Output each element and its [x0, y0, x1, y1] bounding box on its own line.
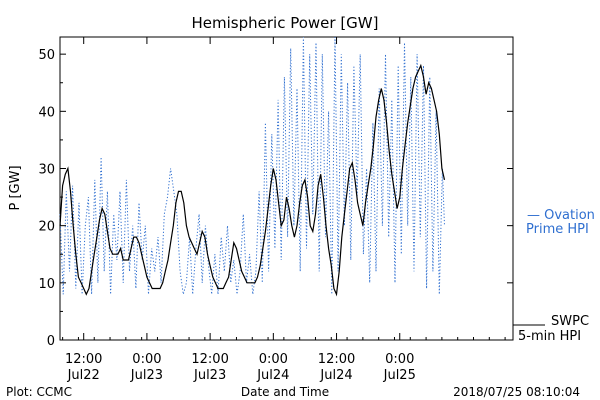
- y-axis-label: P [GW]: [8, 165, 23, 210]
- x-tick-date: Jul24: [319, 368, 352, 383]
- y-tick-label: 50: [38, 48, 55, 63]
- x-tick-time: 0:00: [259, 352, 288, 367]
- x-tick-time: 12:00: [191, 352, 228, 367]
- legend-swpc-line2: 5-min HPI: [518, 329, 581, 344]
- plot-frame: [59, 36, 514, 341]
- x-tick-time: 12:00: [65, 352, 102, 367]
- x-axis-label: Date and Time: [241, 385, 329, 399]
- x-axis: 12:00Jul220:00Jul2312:00Jul230:00Jul2412…: [62, 37, 506, 383]
- y-axis: 0 10 20 30 40 50: [38, 48, 513, 349]
- footer-timestamp: 2018/07/25 08:10:04: [453, 385, 580, 399]
- legend-ovation-line1: — Ovation: [527, 208, 595, 223]
- x-tick-date: Jul23: [130, 368, 163, 383]
- legend: — Ovation Prime HPI SWPC 5-min HPI: [513, 208, 595, 344]
- y-tick-label: 30: [38, 162, 55, 177]
- x-tick-time: 12:00: [318, 352, 355, 367]
- series-swpc-line: [59, 63, 446, 297]
- y-tick-label: 40: [38, 105, 55, 120]
- legend-ovation-line2: Prime HPI: [526, 222, 589, 237]
- x-tick-date: Jul23: [193, 368, 226, 383]
- x-tick-date: Jul22: [67, 368, 100, 383]
- series-layer: [59, 36, 446, 297]
- x-tick-date: Jul25: [383, 368, 416, 383]
- x-tick-time: 0:00: [385, 352, 414, 367]
- footer-credit: Plot: CCMC: [6, 385, 72, 399]
- legend-swpc-line1: SWPC: [551, 314, 589, 329]
- x-tick-time: 0:00: [132, 352, 161, 367]
- y-tick-label: 20: [38, 220, 55, 235]
- y-tick-label: 10: [38, 277, 55, 292]
- chart-title: Hemispheric Power [GW]: [192, 14, 379, 32]
- series-ovation-prime-line: [59, 36, 445, 295]
- y-tick-label: 0: [47, 334, 55, 349]
- x-tick-date: Jul24: [256, 368, 289, 383]
